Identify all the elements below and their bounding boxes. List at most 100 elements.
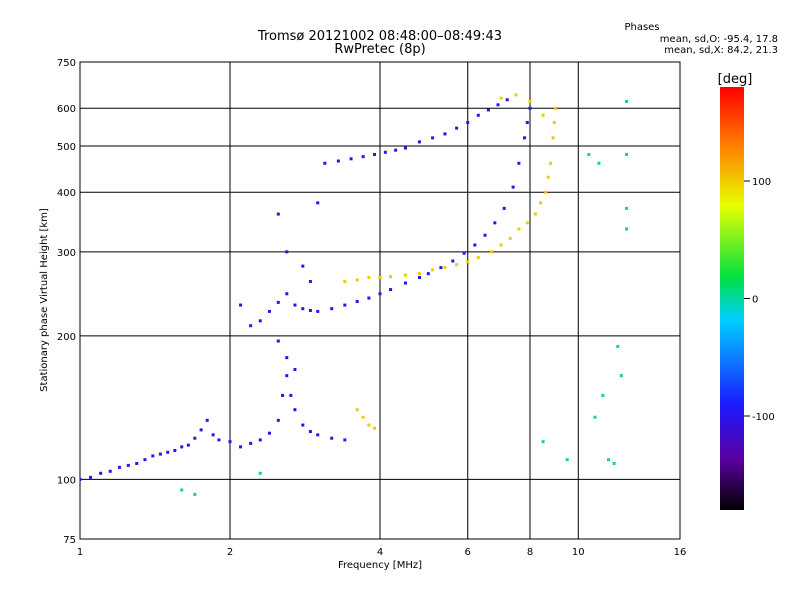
echo-point-o (528, 106, 532, 110)
echo-point-x (533, 212, 537, 216)
y-tick-label: 500 (57, 142, 76, 153)
echo-point-o (451, 259, 455, 263)
colorbar-tick-label: -100 (752, 412, 775, 423)
x-axis-label: Frequency [MHz] (338, 560, 422, 571)
echo-point-sporadic (612, 461, 616, 465)
echo-point-x (466, 260, 470, 264)
echo-point-o (361, 155, 365, 159)
echo-point-o (431, 136, 435, 140)
echo-point-x (541, 113, 545, 117)
echo-point-o (476, 113, 480, 117)
echo-point-o (486, 108, 490, 112)
echo-point-sporadic (601, 393, 605, 397)
echo-point-sporadic (180, 488, 184, 492)
colorbar-ticks: 100 0 -100 (744, 177, 775, 423)
echo-point-o (308, 279, 312, 283)
echo-point-sporadic (616, 344, 620, 348)
echo-point-o (289, 393, 293, 397)
echo-point-o (417, 140, 421, 144)
echo-point-o (355, 300, 359, 304)
echo-point-x (355, 278, 359, 282)
echo-point-o (285, 356, 289, 360)
echo-point-o (517, 161, 521, 165)
echo-point-o (367, 296, 371, 300)
echo-point-o (205, 418, 209, 422)
echo-point-o (417, 276, 421, 280)
echo-point-x (367, 276, 371, 280)
colorbar (720, 87, 744, 510)
echo-point-sporadic (597, 161, 601, 165)
echo-point-x (539, 201, 543, 205)
echo-point-o (316, 201, 320, 205)
echo-point-o (493, 221, 497, 225)
echo-point-x (361, 415, 365, 419)
echo-point-o (285, 374, 289, 378)
echo-point-o (276, 339, 280, 343)
echo-point-x (403, 273, 407, 277)
echo-point-o (462, 251, 466, 255)
echo-point-sporadic (607, 458, 611, 462)
echo-point-o (89, 475, 93, 479)
echo-point-o (293, 408, 297, 412)
echo-point-x (499, 96, 503, 100)
echo-point-x (546, 175, 550, 179)
echo-point-sporadic (587, 152, 591, 156)
echo-point-o (151, 454, 155, 458)
x-tick-label: 2 (227, 547, 233, 558)
echo-point-o (267, 431, 271, 435)
echo-point-x (499, 243, 503, 247)
echo-point-sporadic (619, 374, 623, 378)
echo-point-x (528, 99, 532, 103)
x-tick-label: 6 (465, 547, 471, 558)
echo-point-o (108, 469, 112, 473)
echo-point-o (336, 159, 340, 163)
echo-point-o (496, 103, 500, 107)
echo-point-o (276, 300, 280, 304)
echo-point-o (99, 471, 103, 475)
echo-point-x (490, 250, 494, 254)
echo-point-o (301, 264, 305, 268)
echo-point-sporadic (625, 206, 629, 210)
echo-point-o (276, 212, 280, 216)
echo-point-o (239, 303, 243, 307)
colorbar-label: [deg] (718, 72, 753, 87)
echo-point-o (389, 288, 393, 292)
x-tick-label: 1 (77, 547, 83, 558)
echo-point-o (143, 458, 147, 462)
echo-point-o (239, 445, 243, 449)
echo-point-sporadic (625, 99, 629, 103)
echo-point-x (343, 279, 347, 283)
echo-point-o (403, 281, 407, 285)
echo-point-x (417, 272, 421, 276)
echo-point-x (389, 275, 393, 279)
y-tick-labels: 75 100 200 300 400 500 600 750 (57, 58, 76, 546)
echo-point-o (383, 150, 387, 154)
echo-point-o (525, 121, 529, 125)
echo-point-o (349, 157, 353, 161)
echo-point-o (455, 126, 459, 130)
phases-heading: Phases (624, 22, 659, 33)
echo-point-o (193, 436, 197, 440)
echo-point-o (199, 428, 203, 432)
echo-point-x (517, 227, 521, 231)
echo-point-o (267, 309, 271, 313)
echo-point-o (316, 309, 320, 313)
y-axis-label: Stationary phase Virtual Height [km] (39, 208, 50, 392)
echo-point-o (426, 272, 430, 276)
echo-point-o (323, 161, 327, 165)
y-tick-label: 100 (57, 475, 76, 486)
echo-point-o (258, 438, 262, 442)
echo-point-x (476, 255, 480, 259)
echo-point-o (502, 206, 506, 210)
echo-point-o (473, 243, 477, 247)
echo-point-o (158, 452, 162, 456)
echo-point-o (258, 319, 262, 323)
echo-point-o (211, 433, 215, 437)
echo-point-o (228, 440, 232, 444)
echo-point-o (373, 152, 377, 156)
echo-point-o (343, 303, 347, 307)
echo-point-o (281, 393, 285, 397)
echo-point-o (330, 436, 334, 440)
echo-point-o (301, 423, 305, 427)
echo-point-sporadic (625, 227, 629, 231)
